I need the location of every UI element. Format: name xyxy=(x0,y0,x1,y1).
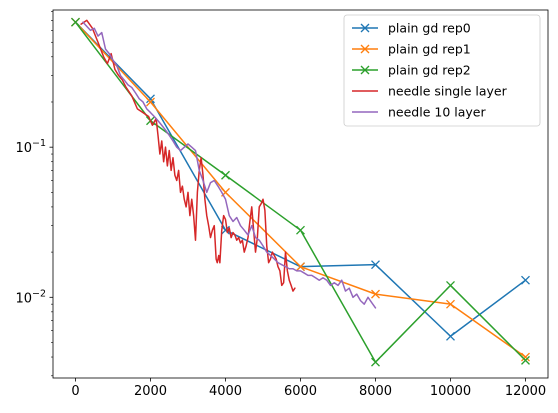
data-point-plain-gd-rep2 xyxy=(221,170,230,180)
data-point-plain-gd-rep0 xyxy=(371,260,380,270)
series-line-needle-single-layer xyxy=(80,19,296,292)
data-point-plain-gd-rep0 xyxy=(446,331,455,341)
x-tick-label: 4000 xyxy=(209,384,242,399)
legend: plain gd rep0 plain gd rep1 plain gd rep2 n… xyxy=(343,14,541,127)
x-tick-label: 10000 xyxy=(430,384,471,399)
data-point-plain-gd-rep2 xyxy=(446,280,455,290)
series-needle-single-layer xyxy=(80,19,296,292)
x-tick-label: 0 xyxy=(71,384,79,399)
data-point-plain-gd-rep1 xyxy=(521,352,530,362)
data-point-plain-gd-rep2 xyxy=(371,357,380,367)
series-layer xyxy=(71,17,530,367)
data-point-plain-gd-rep1 xyxy=(371,289,380,299)
legend-label-plain-gd-rep1: plain gd rep1 xyxy=(388,42,471,57)
legend-item-needle-10-layer: needle 10 layer xyxy=(352,105,486,120)
legend-item-plain-gd-rep1: plain gd rep1 xyxy=(352,42,471,57)
series-line-needle-10-layer xyxy=(82,21,377,309)
legend-marker-plain-gd-rep1 xyxy=(360,44,370,54)
legend-item-plain-gd-rep2: plain gd rep2 xyxy=(352,63,471,78)
x-tick-label: 8000 xyxy=(359,384,392,399)
x-tick-label: 12000 xyxy=(505,384,546,399)
data-point-plain-gd-rep1 xyxy=(296,262,305,272)
legend-item-needle-single-layer: needle single layer xyxy=(352,84,508,99)
x-tick-label: 2000 xyxy=(134,384,167,399)
legend-box xyxy=(343,14,541,127)
data-point-plain-gd-rep2 xyxy=(71,17,80,27)
legend-label-needle-10-layer: needle 10 layer xyxy=(388,105,486,120)
ticks-layer: 0 2000 4000 6000 8000 10000 12000 10−2 10−1 xyxy=(15,11,546,399)
data-point-plain-gd-rep1 xyxy=(446,299,455,309)
data-point-plain-gd-rep0 xyxy=(146,94,155,104)
series-needle-10-layer xyxy=(82,21,377,309)
y-tick-label: 10−2 xyxy=(15,288,46,306)
data-point-plain-gd-rep2 xyxy=(296,225,305,235)
legend-marker-plain-gd-rep2 xyxy=(360,65,370,75)
data-point-plain-gd-rep1 xyxy=(146,97,155,107)
legend-item-plain-gd-rep0: plain gd rep0 xyxy=(352,21,471,36)
legend-label-plain-gd-rep2: plain gd rep2 xyxy=(388,63,471,78)
x-tick-label: 6000 xyxy=(284,384,317,399)
legend-marker-plain-gd-rep0 xyxy=(360,23,370,33)
legend-label-needle-single-layer: needle single layer xyxy=(388,84,508,99)
legend-label-plain-gd-rep0: plain gd rep0 xyxy=(388,21,471,36)
data-point-plain-gd-rep2 xyxy=(521,355,530,365)
data-point-plain-gd-rep0 xyxy=(521,275,530,285)
y-tick-label: 10−1 xyxy=(15,138,46,156)
